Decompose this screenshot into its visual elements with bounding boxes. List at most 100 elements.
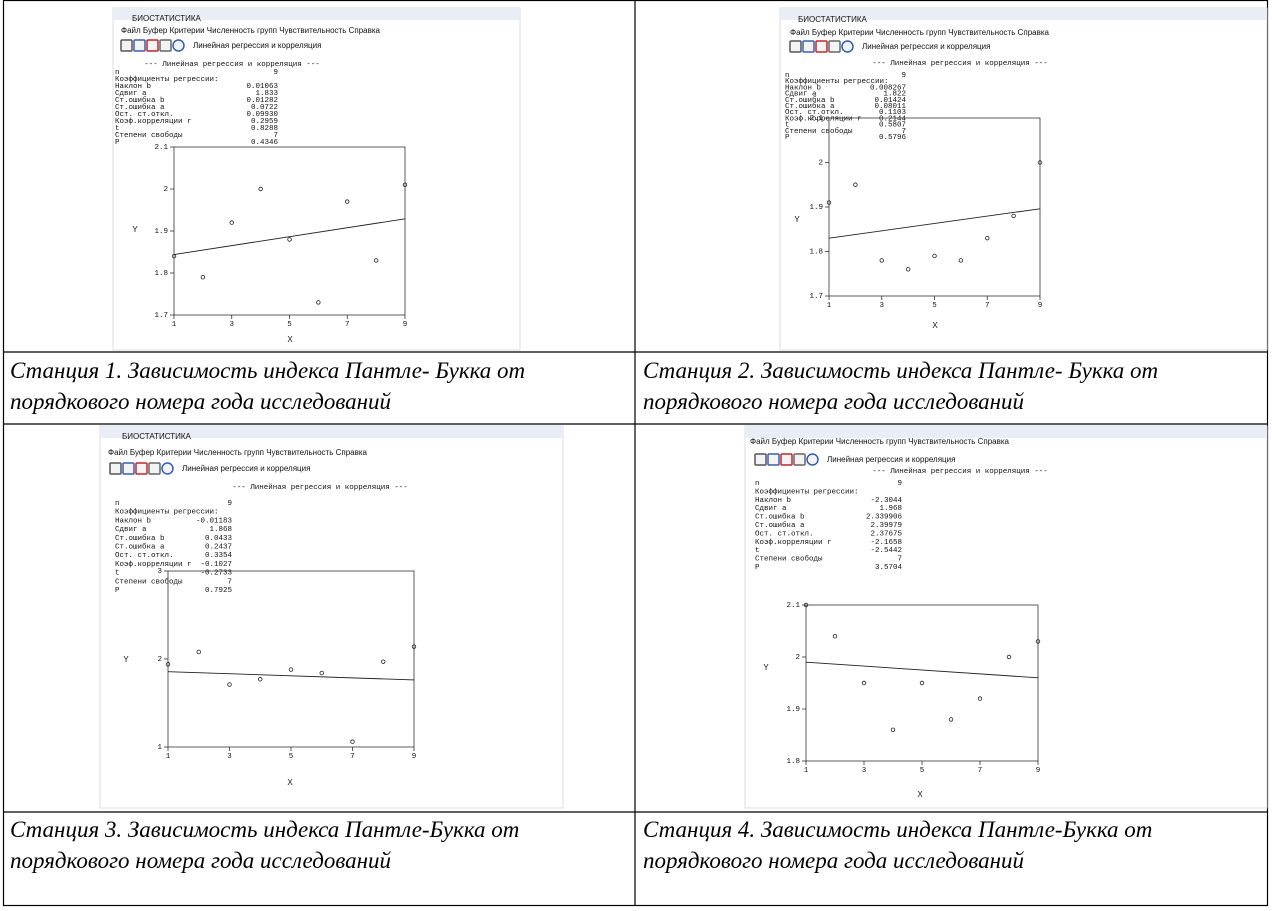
x-tick-label: 3 (862, 767, 867, 775)
x-tick-label: 9 (412, 753, 417, 761)
y-tick-label: 1.7 (809, 293, 823, 301)
y-tick-label: 1.9 (154, 228, 168, 236)
toolbar-icon (816, 41, 827, 52)
y-tick-label: 2 (818, 159, 823, 167)
output-header: --- Линейная регрессия и корреляция --- (872, 59, 1048, 68)
toolbar-icon (807, 454, 818, 465)
document: БИОСТАТИСТИКА Файл Буфер Критерии Численн… (0, 0, 1272, 911)
menu-bar: Файл Буфер Критерии Численность групп Чу… (108, 448, 368, 457)
x-tick-label: 5 (920, 767, 925, 775)
y-axis-label: Y (123, 655, 129, 664)
x-tick-label: 1 (804, 767, 809, 775)
stat-label: Степени свободы (785, 127, 853, 136)
stat-value: 0.0433 (205, 535, 233, 543)
stat-label: Ост. ст.откл. (115, 552, 174, 560)
stat-label: Ст.ошибка a (115, 542, 165, 551)
stat-label: t (755, 547, 760, 555)
toolbar-icon (160, 40, 171, 51)
stat-label: Коэф.корреляции r (755, 539, 832, 547)
x-axis-label: X (287, 778, 293, 787)
toolbar-icon (768, 454, 779, 465)
menu-bar: Файл Буфер Критерии Численность групп Чу… (121, 26, 381, 35)
y-tick-label: 2 (795, 654, 800, 662)
stat-value: 0.7925 (205, 587, 233, 595)
stat-label: Ст.ошибка a (755, 521, 805, 530)
stat-label: P (115, 587, 120, 595)
stat-label: Наклон b (115, 517, 151, 525)
toolbar-icon (162, 463, 173, 474)
toolbar-label: Линейная регрессия и корреляция (862, 42, 990, 51)
stat-value: 7 (897, 556, 902, 564)
x-tick-label: 9 (403, 321, 408, 329)
stat-value: -0.1027 (200, 561, 232, 569)
menu-bar: Файл Буфер Критерии Численность групп Чу… (790, 28, 1050, 37)
stat-value: 9 (273, 69, 278, 77)
toolbar-icon (123, 463, 134, 474)
stat-label: P (755, 564, 760, 572)
stat-label: t (115, 570, 120, 578)
y-tick-label: 1 (157, 744, 162, 752)
stat-value: 2.339906 (866, 514, 903, 522)
x-tick-label: 5 (289, 753, 294, 761)
stat-label: n (115, 500, 120, 508)
stat-label: Степени свободы (755, 555, 823, 564)
y-tick-label: 2.1 (786, 602, 800, 610)
stat-label: Коэф.корреляции r (785, 115, 862, 123)
x-tick-label: 9 (1038, 302, 1043, 310)
toolbar-icon (790, 41, 801, 52)
stat-value: 0.2437 (205, 543, 232, 551)
toolbar-icon (149, 463, 160, 474)
y-tick-label: 1.8 (154, 270, 168, 278)
stat-label: P (785, 134, 790, 142)
toolbar-icon (121, 40, 132, 51)
y-tick-label: 1.7 (154, 312, 168, 320)
stat-value: 9 (227, 500, 232, 508)
x-tick-label: 1 (166, 753, 171, 761)
toolbar-icon (794, 454, 805, 465)
stat-value: 0.5796 (879, 134, 907, 142)
toolbar-icon (147, 40, 158, 51)
x-tick-label: 3 (227, 753, 232, 761)
stat-label: Ст.ошибка b (115, 534, 165, 543)
toolbar-icon (755, 454, 766, 465)
caption: Станция 4. Зависимость индекса Пантле-Бу… (643, 814, 1258, 876)
page: БИОСТАТИСТИКА Файл Буфер Критерии Численн… (0, 0, 1272, 911)
stat-value: -2.5442 (870, 547, 902, 555)
caption: Станция 1. Зависимость индекса Пантле- Б… (10, 355, 625, 417)
stat-value: 3.5704 (875, 564, 903, 572)
x-axis-label: X (932, 321, 938, 330)
y-tick-label: 1.8 (786, 758, 800, 766)
x-tick-label: 1 (172, 321, 177, 329)
x-tick-label: 7 (985, 302, 990, 310)
y-axis-label: Y (132, 225, 138, 234)
stat-value: 9 (901, 72, 906, 80)
x-tick-label: 9 (1036, 767, 1041, 775)
toolbar-icon (829, 41, 840, 52)
stat-value: -2.1658 (870, 539, 902, 547)
stat-label: Сдвиг a (755, 505, 787, 513)
stat-label: Степени свободы (115, 131, 183, 140)
y-tick-label: 2.1 (809, 115, 823, 123)
stat-value: 0.3354 (205, 552, 233, 560)
x-axis-label: X (917, 790, 923, 799)
y-tick-label: 2 (157, 656, 162, 664)
stat-label: Ост. ст.откл. (755, 530, 814, 538)
y-tick-label: 2 (163, 186, 168, 194)
toolbar-icon (110, 463, 121, 474)
x-tick-label: 7 (978, 767, 983, 775)
stat-value: 2.37675 (870, 530, 902, 538)
y-tick-label: 3 (157, 568, 162, 576)
x-tick-label: 5 (932, 302, 937, 310)
y-axis-label: Y (763, 663, 769, 672)
y-axis-label: Y (794, 215, 800, 224)
toolbar-icon (173, 40, 184, 51)
stat-value: 1.968 (879, 505, 902, 513)
window-title: БИОСТАТИСТИКА (122, 432, 192, 441)
stat-label: P (115, 139, 120, 147)
screenshot (745, 426, 1267, 808)
stat-value: 2.39979 (870, 522, 902, 530)
toolbar-label: Линейная регрессия и корреляция (193, 41, 321, 50)
y-tick-label: 1.9 (809, 204, 823, 212)
toolbar-icon (803, 41, 814, 52)
x-tick-label: 7 (350, 753, 355, 761)
